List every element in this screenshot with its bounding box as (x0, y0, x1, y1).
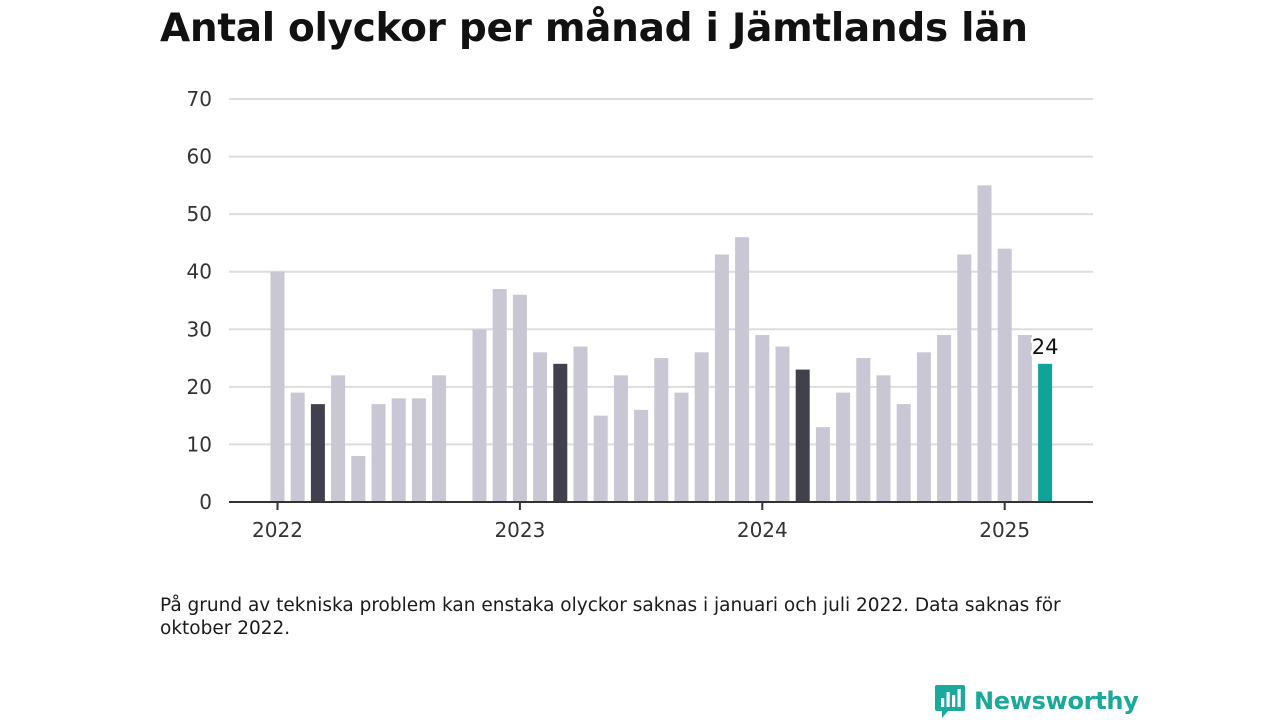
x-tick-label: 2022 (252, 518, 303, 542)
data-label: 24 (1032, 335, 1059, 359)
y-tick-label: 30 (187, 317, 212, 341)
bar-2024-09 (916, 352, 931, 502)
bar-2023-12 (735, 237, 750, 502)
bar-2022-02 (290, 392, 305, 502)
bar-2024-04 (815, 427, 830, 502)
bar-2024-01 (755, 335, 770, 502)
bar-chart: 0 10 20 30 40 50 60 70 2022 2023 2024 2025 24 (187, 87, 1093, 542)
y-tick-label: 10 (187, 432, 212, 456)
bar-2023-01 (512, 294, 527, 502)
bar-2023-02 (533, 352, 548, 502)
bar-2024-02 (775, 346, 790, 502)
x-axis-ticks: 2022 2023 2024 2025 (252, 502, 1030, 542)
y-tick-label: 40 (187, 260, 212, 284)
bar-2024-03 (795, 369, 810, 502)
bar-2024-05 (836, 392, 851, 502)
bar-2022-09 (432, 375, 447, 502)
brand-logo: Newsworthy (934, 683, 1139, 719)
bar-2023-11 (714, 254, 729, 502)
x-tick-label: 2025 (979, 518, 1030, 542)
bar-2022-04 (331, 375, 346, 502)
bar-2025-01 (997, 248, 1012, 502)
bar-2024-06 (856, 358, 871, 502)
bar-2023-05 (593, 415, 608, 502)
bar-2025-03 (1038, 363, 1053, 502)
y-tick-label: 20 (187, 375, 212, 399)
y-tick-label: 70 (187, 87, 212, 111)
bar-2023-08 (654, 358, 669, 502)
bar-2023-09 (674, 392, 689, 502)
bar-2024-08 (896, 404, 911, 502)
bar-2023-10 (694, 352, 709, 502)
bar-2023-07 (634, 409, 649, 502)
bar-2022-07 (391, 398, 406, 502)
bar-2022-05 (351, 455, 366, 502)
bars (270, 185, 1053, 502)
footnote: På grund av tekniska problem kan enstaka… (160, 595, 1061, 639)
bar-2022-03 (310, 404, 325, 502)
y-tick-label: 50 (187, 202, 212, 226)
bar-2023-03 (553, 363, 568, 502)
bar-2022-01 (270, 271, 285, 502)
newsworthy-logo-icon (935, 685, 965, 718)
y-axis-tick-labels: 0 10 20 30 40 50 60 70 (187, 87, 212, 514)
y-tick-label: 60 (187, 145, 212, 169)
bar-2024-10 (937, 335, 952, 502)
bar-2022-11 (472, 329, 487, 502)
bar-2025-02 (1017, 335, 1032, 502)
bar-2024-11 (957, 254, 972, 502)
bar-2022-12 (492, 288, 507, 502)
bar-2024-12 (977, 185, 992, 502)
x-tick-label: 2023 (494, 518, 545, 542)
bar-2023-06 (613, 375, 628, 502)
bar-2023-04 (573, 346, 588, 502)
bar-2024-07 (876, 375, 891, 502)
bar-2022-06 (371, 404, 386, 502)
x-tick-label: 2024 (737, 518, 788, 542)
brand-name: Newsworthy (974, 687, 1139, 715)
chart-title: Antal olyckor per månad i Jämtlands län (160, 6, 1028, 51)
data-labels: 24 (1029, 332, 1061, 361)
bar-2022-08 (411, 398, 426, 502)
y-tick-label: 0 (199, 490, 212, 514)
